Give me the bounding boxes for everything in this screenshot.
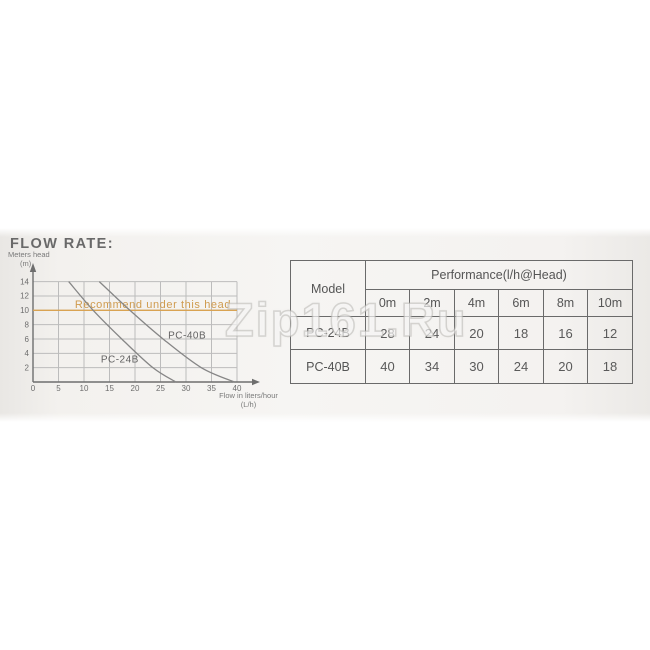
y-axis-label-line1: Meters head — [8, 250, 50, 259]
band-fade-top — [0, 228, 650, 237]
svg-text:10: 10 — [80, 384, 89, 393]
pc40b-4m: 30 — [454, 349, 499, 384]
pc24b-0m: 28 — [365, 316, 410, 350]
svg-text:15: 15 — [105, 384, 114, 393]
table-header-6m: 6m — [498, 289, 544, 317]
table-row: PC-40B 40 34 30 24 20 18 — [290, 349, 633, 384]
table-header-performance: Performance(l/h@Head) — [365, 260, 633, 290]
svg-text:2: 2 — [25, 363, 30, 372]
svg-text:12: 12 — [20, 292, 29, 301]
svg-text:35: 35 — [207, 384, 216, 393]
pc24b-10m: 12 — [587, 316, 633, 350]
table-header-2m: 2m — [409, 289, 455, 317]
svg-text:14: 14 — [20, 277, 29, 286]
svg-text:5: 5 — [56, 384, 61, 393]
svg-text:30: 30 — [182, 384, 191, 393]
table-header-model: Model — [290, 260, 366, 317]
pc24b-8m: 16 — [543, 316, 588, 350]
y-axis-unit: (m) — [20, 258, 32, 268]
svg-text:25: 25 — [156, 384, 165, 393]
pc40b-6m: 24 — [498, 349, 544, 384]
svg-text:0: 0 — [31, 384, 36, 393]
row-pc40b-model: PC-40B — [290, 349, 366, 384]
svg-text:4: 4 — [25, 349, 30, 358]
svg-text:6: 6 — [25, 335, 30, 344]
table-header-10m: 10m — [587, 289, 633, 317]
svg-text:PC-24B: PC-24B — [101, 355, 139, 366]
row-pc24b-model: PC-24B — [290, 316, 366, 350]
table-header-8m: 8m — [543, 289, 588, 317]
table-header-0m: 0m — [365, 289, 410, 317]
svg-text:10: 10 — [20, 306, 29, 315]
pc40b-2m: 34 — [409, 349, 455, 384]
pc40b-0m: 40 — [365, 349, 410, 384]
pc40b-8m: 20 — [543, 349, 588, 384]
x-axis-unit: (L/h) — [240, 399, 257, 409]
svg-text:20: 20 — [131, 384, 140, 393]
pc40b-10m: 18 — [587, 349, 633, 384]
chart-title: FLOW RATE: — [10, 236, 114, 252]
svg-text:PC-40B: PC-40B — [168, 330, 206, 341]
pc24b-6m: 18 — [498, 316, 544, 350]
watermark: Zip161.Ru — [224, 292, 468, 347]
x-axis-label: Flow in liters/hour (L/h) — [196, 391, 301, 409]
pc24b-2m: 24 — [409, 316, 455, 350]
performance-table: Model Performance(l/h@Head) 0m 2m 4m 6m … — [290, 260, 633, 384]
svg-text:Recommend under this head: Recommend under this head — [75, 299, 231, 311]
y-axis-label: Meters head (m) — [8, 250, 50, 268]
svg-text:40: 40 — [233, 384, 242, 393]
x-axis-label-line1: Flow in liters/hour — [219, 391, 278, 400]
svg-text:8: 8 — [25, 320, 30, 329]
band-fade-bottom — [0, 413, 650, 422]
